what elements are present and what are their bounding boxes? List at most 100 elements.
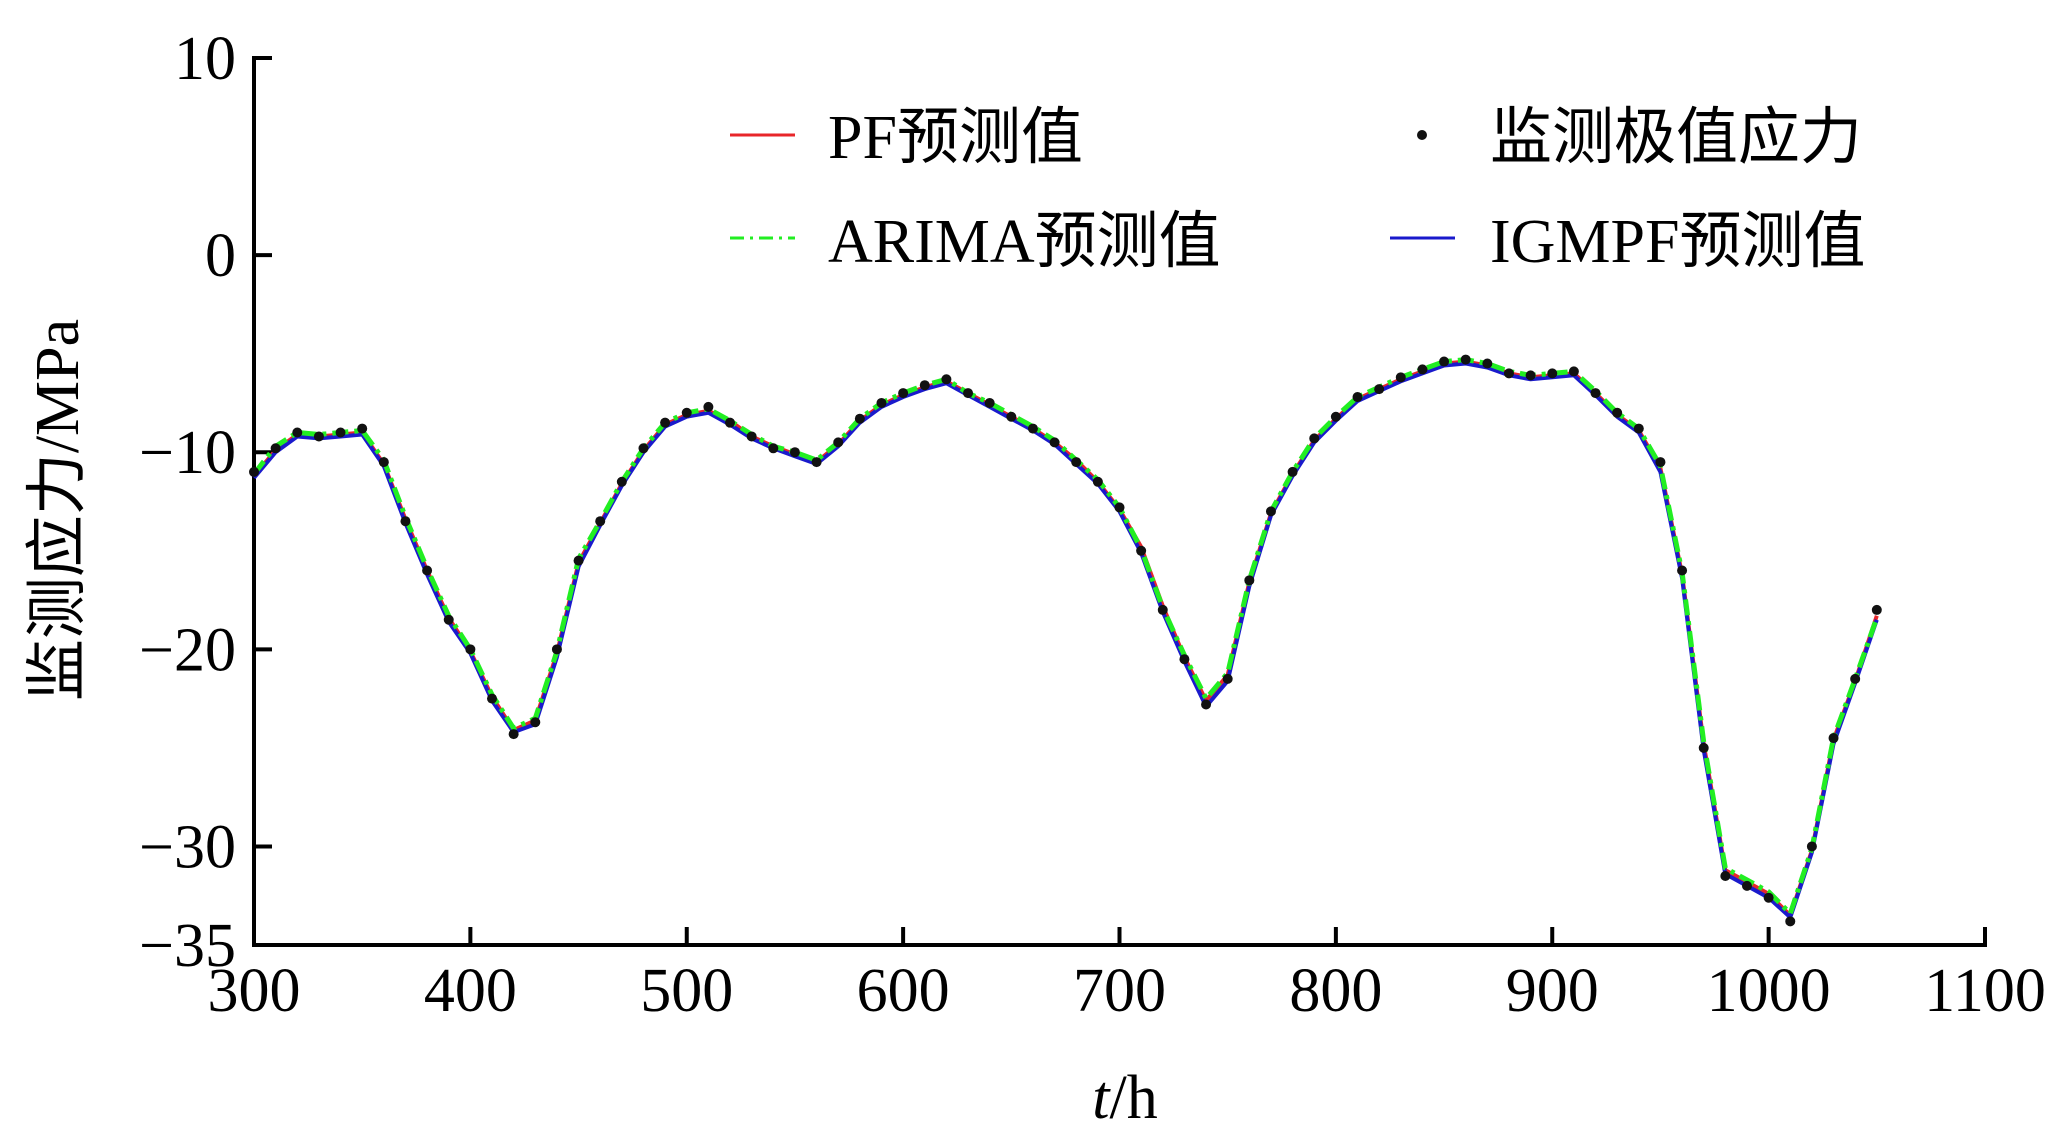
monitor-point xyxy=(595,516,606,527)
chart-axes xyxy=(252,56,1987,947)
monitor-point xyxy=(1785,916,1796,927)
monitor-point xyxy=(898,388,909,399)
monitor-point xyxy=(638,443,649,454)
x-tick-label: 400 xyxy=(424,957,517,1025)
monitor-point xyxy=(1287,466,1298,477)
monitor-point xyxy=(270,443,281,454)
monitor-point xyxy=(573,555,584,566)
monitor-point xyxy=(508,729,519,740)
monitor-point xyxy=(1503,368,1514,379)
monitor-point xyxy=(876,397,887,408)
y-tick-label: 0 xyxy=(205,222,236,290)
monitor-point xyxy=(1136,545,1147,556)
legend-label-igmpf: IGMPF预测值 xyxy=(1490,208,1866,276)
monitor-point xyxy=(1850,673,1861,684)
monitor-point xyxy=(1352,392,1363,403)
legend-item-monitor: 监测极值应力 xyxy=(1417,104,1862,172)
monitor-point xyxy=(249,466,259,477)
x-tick-label: 700 xyxy=(1073,957,1166,1025)
monitor-point xyxy=(1828,733,1839,744)
monitor-point xyxy=(551,644,562,655)
y-tick-label: −20 xyxy=(139,616,236,684)
monitor-point xyxy=(660,417,671,428)
monitor-point xyxy=(1071,457,1082,468)
x-axis-label: t/h xyxy=(1092,1064,1157,1132)
monitor-point xyxy=(357,423,368,434)
monitor-point xyxy=(1309,433,1320,444)
x-tick-label: 900 xyxy=(1506,957,1599,1025)
monitor-point xyxy=(292,427,303,438)
series-line-pf xyxy=(252,359,1879,918)
monitor-point xyxy=(768,443,779,454)
monitor-point xyxy=(1114,502,1125,513)
monitor-point xyxy=(616,476,627,487)
x-axis-label-unit: /h xyxy=(1110,1064,1158,1132)
monitor-point xyxy=(746,431,757,442)
monitor-point xyxy=(465,644,476,655)
x-tick-label: 600 xyxy=(857,957,950,1025)
monitor-point xyxy=(530,717,541,728)
monitor-point xyxy=(941,374,952,385)
monitor-point xyxy=(1374,384,1385,395)
monitor-point xyxy=(811,457,822,468)
series-line-igmpf xyxy=(252,361,1879,920)
monitor-point xyxy=(1417,364,1428,375)
x-ticks: 300 400 500 600 700 800 900 1000 1100 xyxy=(208,927,2046,1025)
legend-label-pf: PF预测值 xyxy=(828,104,1083,172)
monitor-point xyxy=(1741,880,1752,891)
monitor-point xyxy=(313,431,324,442)
monitor-point xyxy=(1439,356,1450,367)
y-tick-label: −10 xyxy=(139,419,236,487)
monitor-point xyxy=(1612,407,1623,418)
monitor-point xyxy=(1179,654,1190,665)
legend: PF预测值 监测极值应力 ARIMA预测值 IGMPF预测值 xyxy=(730,104,1866,276)
monitor-point xyxy=(1698,742,1709,753)
monitor-point xyxy=(1201,699,1212,710)
monitor-point xyxy=(335,427,346,438)
monitor-point xyxy=(789,447,800,458)
monitor-point xyxy=(833,437,844,448)
monitor-point xyxy=(1633,423,1644,434)
monitor-point xyxy=(1265,506,1276,517)
monitor-point xyxy=(1222,673,1233,684)
monitor-point xyxy=(854,413,865,424)
x-axis-label-var: t xyxy=(1092,1064,1111,1132)
x-tick-label: 500 xyxy=(640,957,733,1025)
series-layer xyxy=(249,354,1882,927)
monitor-point xyxy=(1006,411,1017,422)
monitor-point xyxy=(400,516,411,527)
monitor-point xyxy=(1871,604,1882,615)
monitor-point xyxy=(1590,388,1601,399)
y-axis-label: 监测应力/MPa xyxy=(24,319,92,701)
y-ticks: 10 0 −10 −20 −30 −35 xyxy=(139,25,272,980)
monitor-point xyxy=(984,397,995,408)
legend-item-pf: PF预测值 xyxy=(730,104,1083,172)
legend-label-arima: ARIMA预测值 xyxy=(828,208,1221,276)
monitor-point xyxy=(1547,368,1558,379)
monitor-point xyxy=(378,457,389,468)
monitor-point xyxy=(681,407,692,418)
legend-item-arima: ARIMA预测值 xyxy=(730,208,1221,276)
monitor-point xyxy=(963,388,974,399)
x-tick-label: 1000 xyxy=(1707,957,1831,1025)
legend-item-igmpf: IGMPF预测值 xyxy=(1390,208,1866,276)
monitor-point xyxy=(725,417,736,428)
monitor-point xyxy=(1092,476,1103,487)
series-line-arima xyxy=(252,357,1880,916)
monitor-point xyxy=(1763,892,1774,903)
monitor-point xyxy=(1677,565,1688,576)
monitor-point xyxy=(1720,871,1731,882)
monitor-point xyxy=(1027,423,1038,434)
monitor-point xyxy=(1395,372,1406,383)
monitor-point xyxy=(703,401,714,412)
legend-swatch-monitor xyxy=(1417,130,1427,140)
x-tick-label: 1100 xyxy=(1924,957,2046,1025)
x-tick-label: 300 xyxy=(208,957,301,1025)
monitor-point xyxy=(1525,370,1536,381)
y-tick-label: −35 xyxy=(139,912,236,980)
monitor-point xyxy=(422,565,433,576)
monitor-point xyxy=(1568,366,1579,377)
monitor-point xyxy=(1157,604,1168,615)
monitor-point xyxy=(1460,354,1471,365)
